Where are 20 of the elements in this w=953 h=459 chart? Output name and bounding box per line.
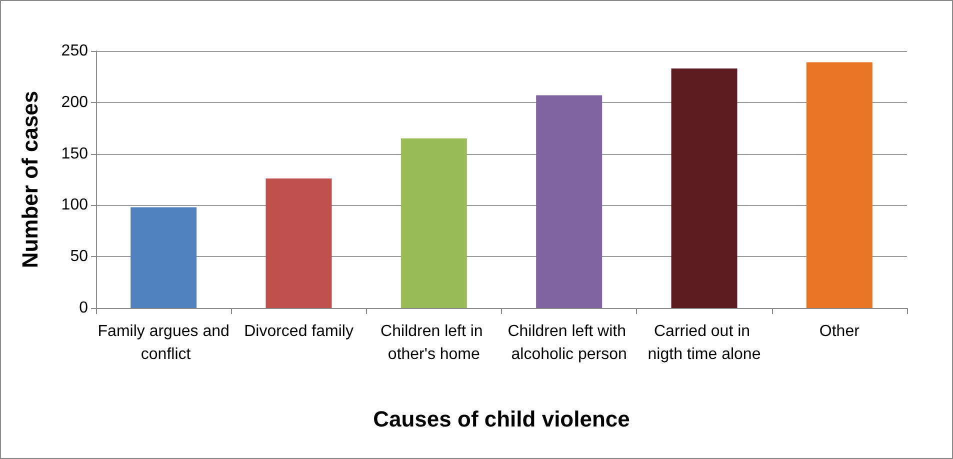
y-tick-label: 150 xyxy=(61,145,88,162)
bar xyxy=(130,207,197,308)
bar xyxy=(671,68,738,308)
x-tick-label: Carried out in nigth time alone xyxy=(648,323,761,363)
bar xyxy=(266,178,332,308)
y-tick-label: 0 xyxy=(79,300,88,316)
x-axis-title: Causes of child violence xyxy=(373,406,630,432)
y-tick-label: 200 xyxy=(61,94,88,111)
bar xyxy=(400,138,467,308)
bar xyxy=(536,95,602,308)
y-tick-label: 250 xyxy=(61,42,88,60)
x-tick-label: Children left in other's home xyxy=(380,323,488,363)
y-tick-label: 100 xyxy=(61,196,88,214)
x-tick-label: Family argues and conflict xyxy=(98,323,230,363)
y-tick-label: 50 xyxy=(70,248,88,266)
x-tick-label: Other xyxy=(819,323,860,340)
x-tick-label: Children left with alcoholic person xyxy=(508,323,630,363)
y-axis-title: Number of cases xyxy=(18,90,42,268)
bar xyxy=(806,62,872,308)
x-tick-label: Divorced family xyxy=(244,323,354,340)
